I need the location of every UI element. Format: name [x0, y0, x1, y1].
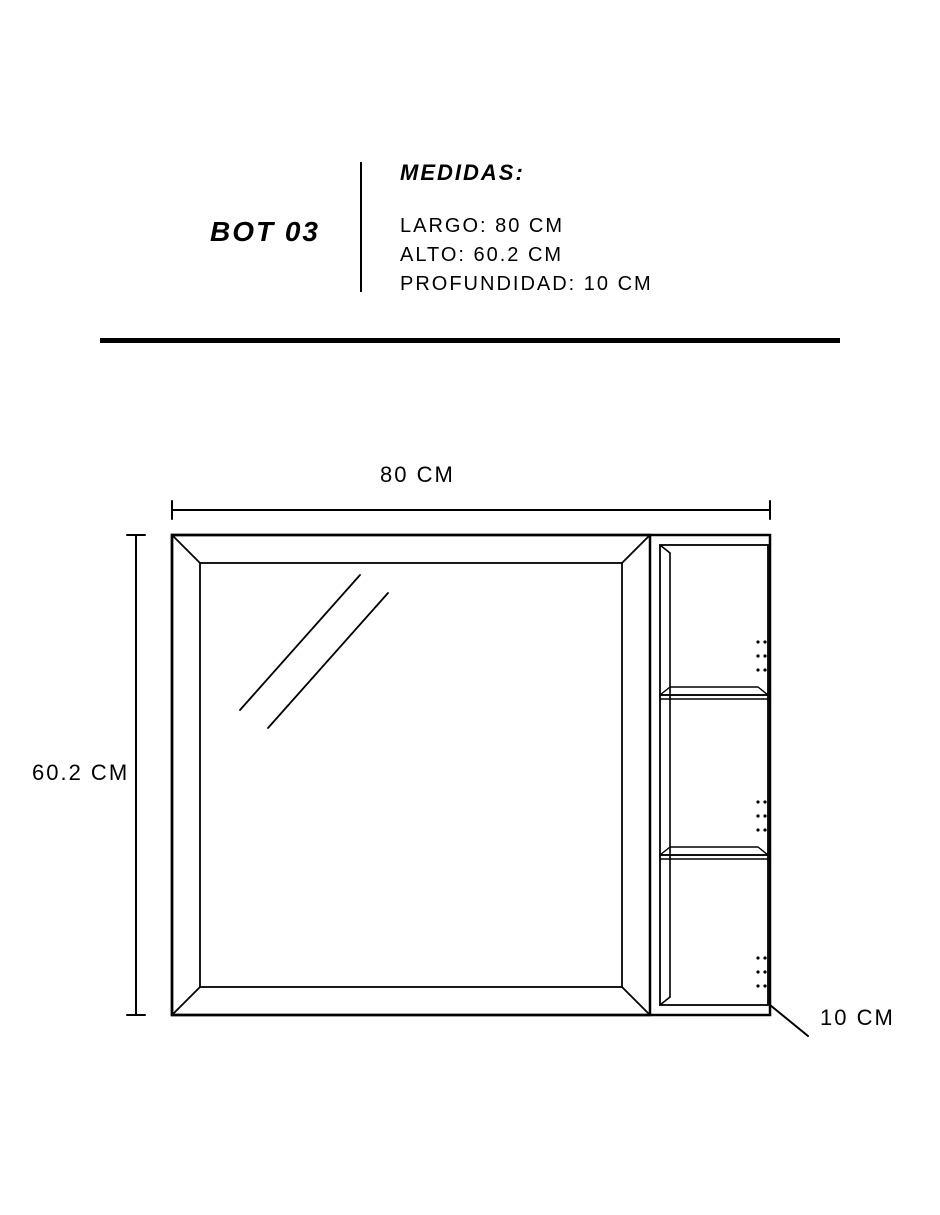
technical-drawing: 80 CM 60.2 CM 10 CM [0, 460, 940, 1080]
dimension-label-depth: 10 CM [820, 1005, 895, 1031]
dimension-label-width: 80 CM [380, 462, 455, 488]
horizontal-rule [100, 338, 840, 343]
dimension-label-height: 60.2 CM [32, 760, 129, 786]
spec-block: MEDIDAS: LARGO: 80 CM ALTO: 60.2 CM PROF… [400, 160, 653, 299]
product-code: BOT 03 [0, 216, 350, 248]
spec-prof: PROFUNDIDAD: 10 CM [400, 270, 653, 299]
header-vertical-divider [360, 162, 362, 292]
header-block: BOT 03 MEDIDAS: LARGO: 80 CM ALTO: 60.2 … [0, 160, 940, 310]
spec-largo: LARGO: 80 CM [400, 212, 653, 241]
drawing-svg [0, 460, 940, 1080]
spec-alto: ALTO: 60.2 CM [400, 241, 653, 270]
spec-title: MEDIDAS: [400, 160, 653, 186]
spec-sheet-page: BOT 03 MEDIDAS: LARGO: 80 CM ALTO: 60.2 … [0, 0, 940, 1215]
